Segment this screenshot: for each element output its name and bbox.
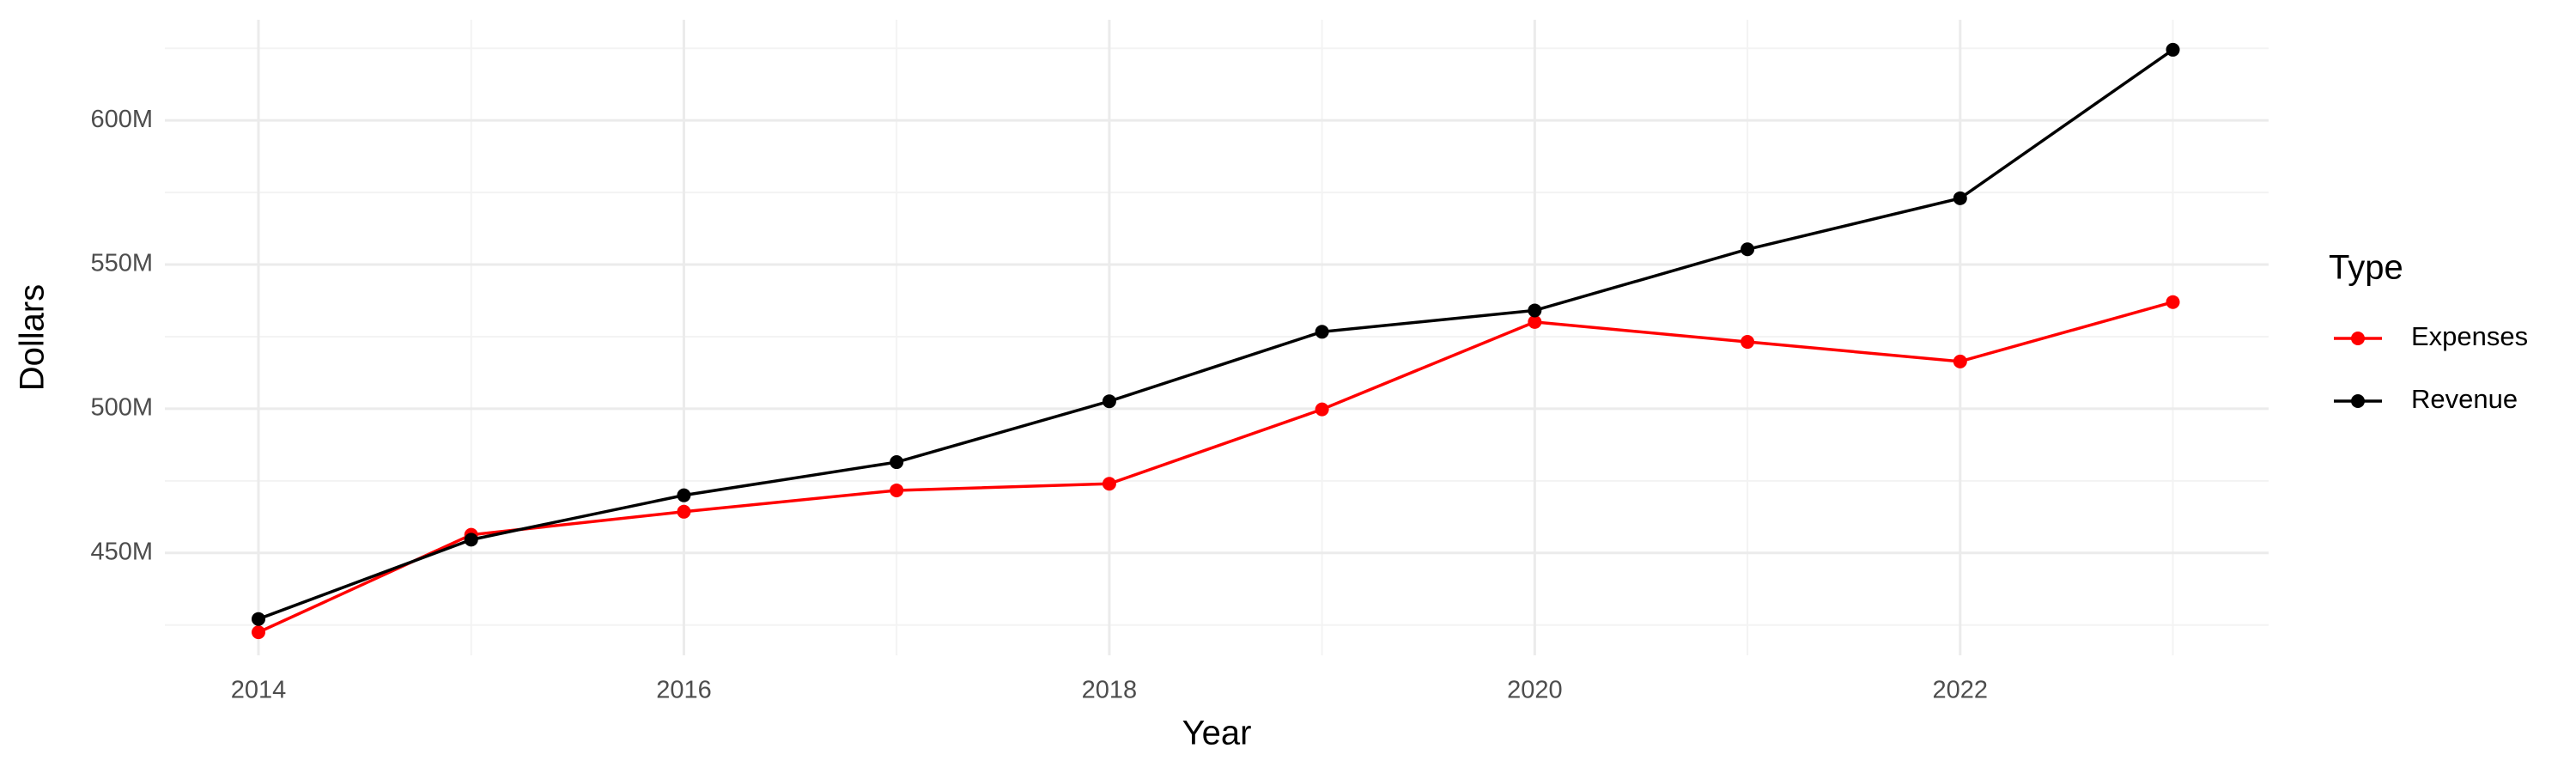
y-tick-label: 450M: [90, 538, 153, 565]
data-point: [1102, 394, 1116, 409]
data-point: [1528, 314, 1542, 329]
data-point: [1528, 303, 1542, 318]
data-point: [251, 612, 265, 626]
data-point: [890, 455, 904, 470]
data-point: [677, 488, 691, 502]
data-point: [2166, 295, 2180, 309]
legend-key-point: [2351, 394, 2365, 408]
y-axis-title: Dollars: [14, 284, 52, 391]
y-tick-label: 550M: [90, 250, 153, 277]
series-line: [258, 301, 2173, 634]
data-point: [677, 504, 691, 519]
x-tick-label: 2018: [1082, 677, 1138, 704]
x-tick-label: 2016: [656, 677, 712, 704]
data-point: [1315, 325, 1329, 339]
data-point: [1315, 402, 1329, 417]
data-point: [1102, 477, 1116, 491]
data-point: [890, 483, 904, 497]
data-point: [1953, 191, 1967, 205]
series-line: [258, 48, 2174, 621]
legend-label: Revenue: [2411, 384, 2518, 414]
x-tick-label: 2020: [1507, 677, 1563, 704]
x-tick-label: 2022: [1933, 677, 1989, 704]
data-point: [251, 625, 265, 640]
data-point: [1953, 354, 1967, 368]
data-point: [464, 533, 478, 547]
y-tick-label: 600M: [90, 106, 153, 133]
data-point: [1741, 242, 1755, 257]
y-tick-label: 500M: [90, 394, 153, 422]
data-point: [2166, 42, 2180, 57]
x-axis-title: Year: [1182, 715, 1252, 752]
x-tick-label: 2014: [231, 677, 287, 704]
data-point: [1741, 335, 1755, 350]
legend-key-point: [2351, 332, 2365, 345]
legend-label: Expenses: [2411, 321, 2528, 351]
legend-title: Type: [2329, 249, 2403, 287]
